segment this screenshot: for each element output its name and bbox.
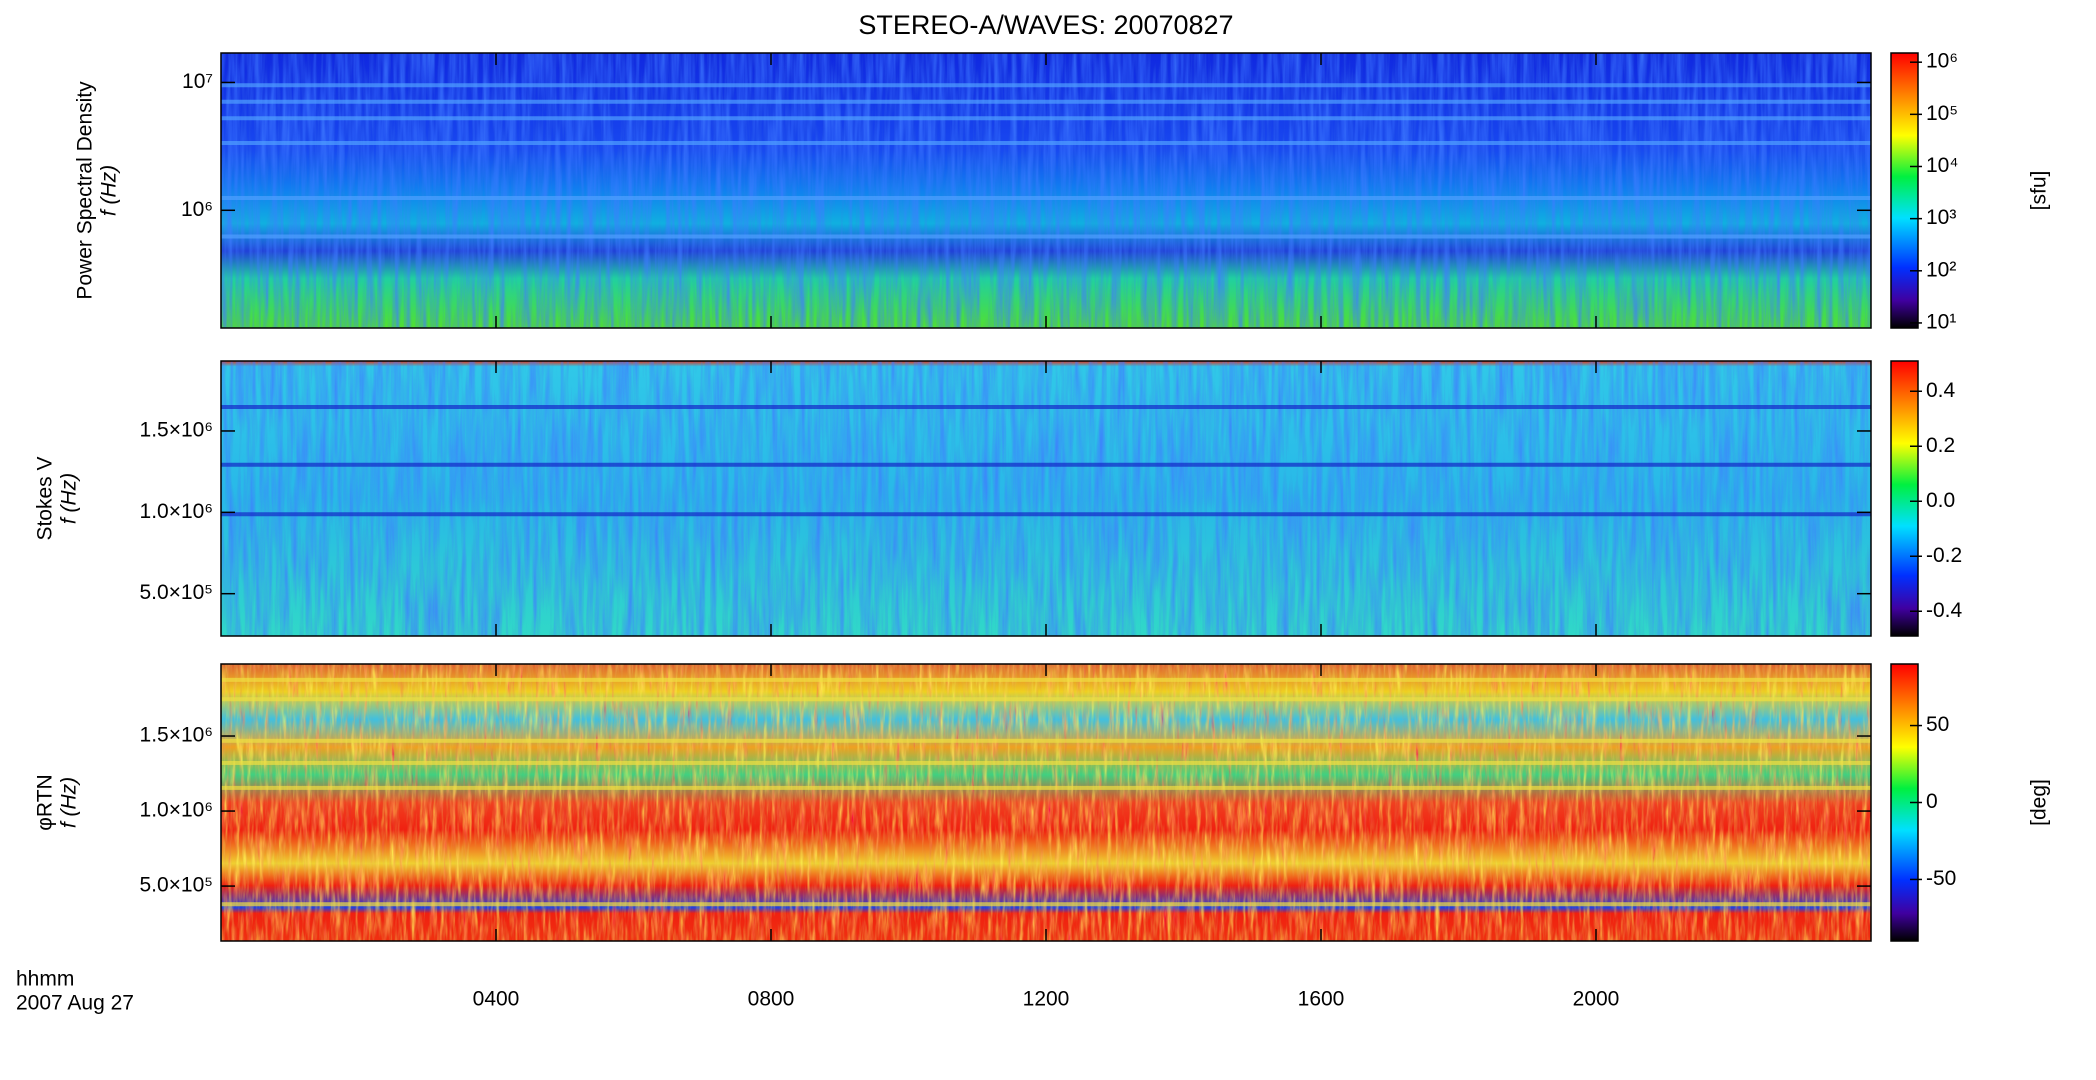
spectrogram-band (221, 83, 1871, 88)
spectrogram-band (221, 462, 1871, 467)
x-tick-label: 2000 (1573, 988, 1620, 1011)
spectrogram-band (221, 196, 1871, 200)
colorbar-tick-label: 50 (1926, 713, 1949, 736)
spectrogram-band (221, 785, 1871, 790)
y-axis-label: φRTN (34, 774, 57, 830)
y-axis-label: Stokes V (34, 456, 57, 540)
y-tick-label: 10⁶ (181, 198, 213, 221)
colorbar-tick-label: -50 (1926, 867, 1956, 890)
date-label: 2007 Aug 27 (16, 992, 134, 1015)
spectrogram-band (221, 738, 1871, 743)
colorbar-tick-label: 10⁶ (1926, 50, 1958, 73)
spectrogram-texture (221, 53, 1871, 328)
y-tick-label: 1.0×10⁶ (140, 799, 213, 822)
chart-title: STEREO-A/WAVES: 20070827 (858, 10, 1233, 40)
x-tick-label: 1200 (1023, 988, 1070, 1011)
x-tick-label: 0400 (473, 988, 520, 1011)
spectrogram-band (221, 405, 1871, 409)
spectrogram-band (221, 141, 1871, 145)
spectrogram-band (221, 234, 1871, 239)
spectrogram-band (221, 116, 1871, 121)
colorbar-tick-label: 10² (1926, 258, 1956, 281)
spectrogram-band (221, 677, 1871, 682)
spectrogram-band (221, 512, 1871, 517)
spectrogram-texture (221, 664, 1871, 941)
y-axis-label: f (Hz) (58, 473, 81, 524)
y-tick-label: 1.5×10⁶ (140, 724, 213, 747)
y-tick-label: 1.5×10⁶ (140, 419, 213, 442)
colorbar-tick-label: 10⁴ (1926, 154, 1958, 177)
colorbar-tick-label: 0.0 (1926, 489, 1955, 512)
colorbar-tick-label: -0.4 (1926, 599, 1963, 622)
colorbar-tick-label: 10⁵ (1926, 102, 1958, 125)
x-tick-label: 0800 (748, 988, 795, 1011)
colorbar (1890, 360, 1919, 637)
spectrogram-band (221, 99, 1871, 104)
colorbar-label: [deg] (2028, 779, 2051, 826)
colorbar (1890, 52, 1919, 329)
y-tick-label: 10⁷ (182, 70, 213, 93)
spectrogram-texture (221, 361, 1871, 636)
x-axis-label: hhmm (16, 968, 74, 991)
spectrogram-band (221, 902, 1871, 907)
colorbar-tick-label: 10³ (1926, 206, 1956, 229)
colorbar-tick-label: 0.2 (1926, 434, 1955, 457)
x-tick-label: 1600 (1298, 988, 1345, 1011)
colorbar-tick-label: 0 (1926, 790, 1938, 813)
y-axis-label: Power Spectral Density (74, 81, 97, 300)
colorbar-tick-label: 10¹ (1926, 310, 1956, 333)
y-tick-label: 5.0×10⁵ (139, 581, 213, 604)
spectrogram-band (221, 697, 1871, 702)
colorbar-tick-label: -0.2 (1926, 544, 1962, 567)
y-axis-label: f (Hz) (58, 777, 81, 828)
spectrogram-band (221, 760, 1871, 765)
y-tick-label: 1.0×10⁶ (140, 500, 213, 523)
y-axis-label: f (Hz) (98, 165, 121, 216)
colorbar-label: [sfu] (2028, 171, 2051, 211)
colorbar-tick-label: 0.4 (1926, 379, 1956, 402)
y-tick-label: 5.0×10⁵ (139, 874, 213, 897)
